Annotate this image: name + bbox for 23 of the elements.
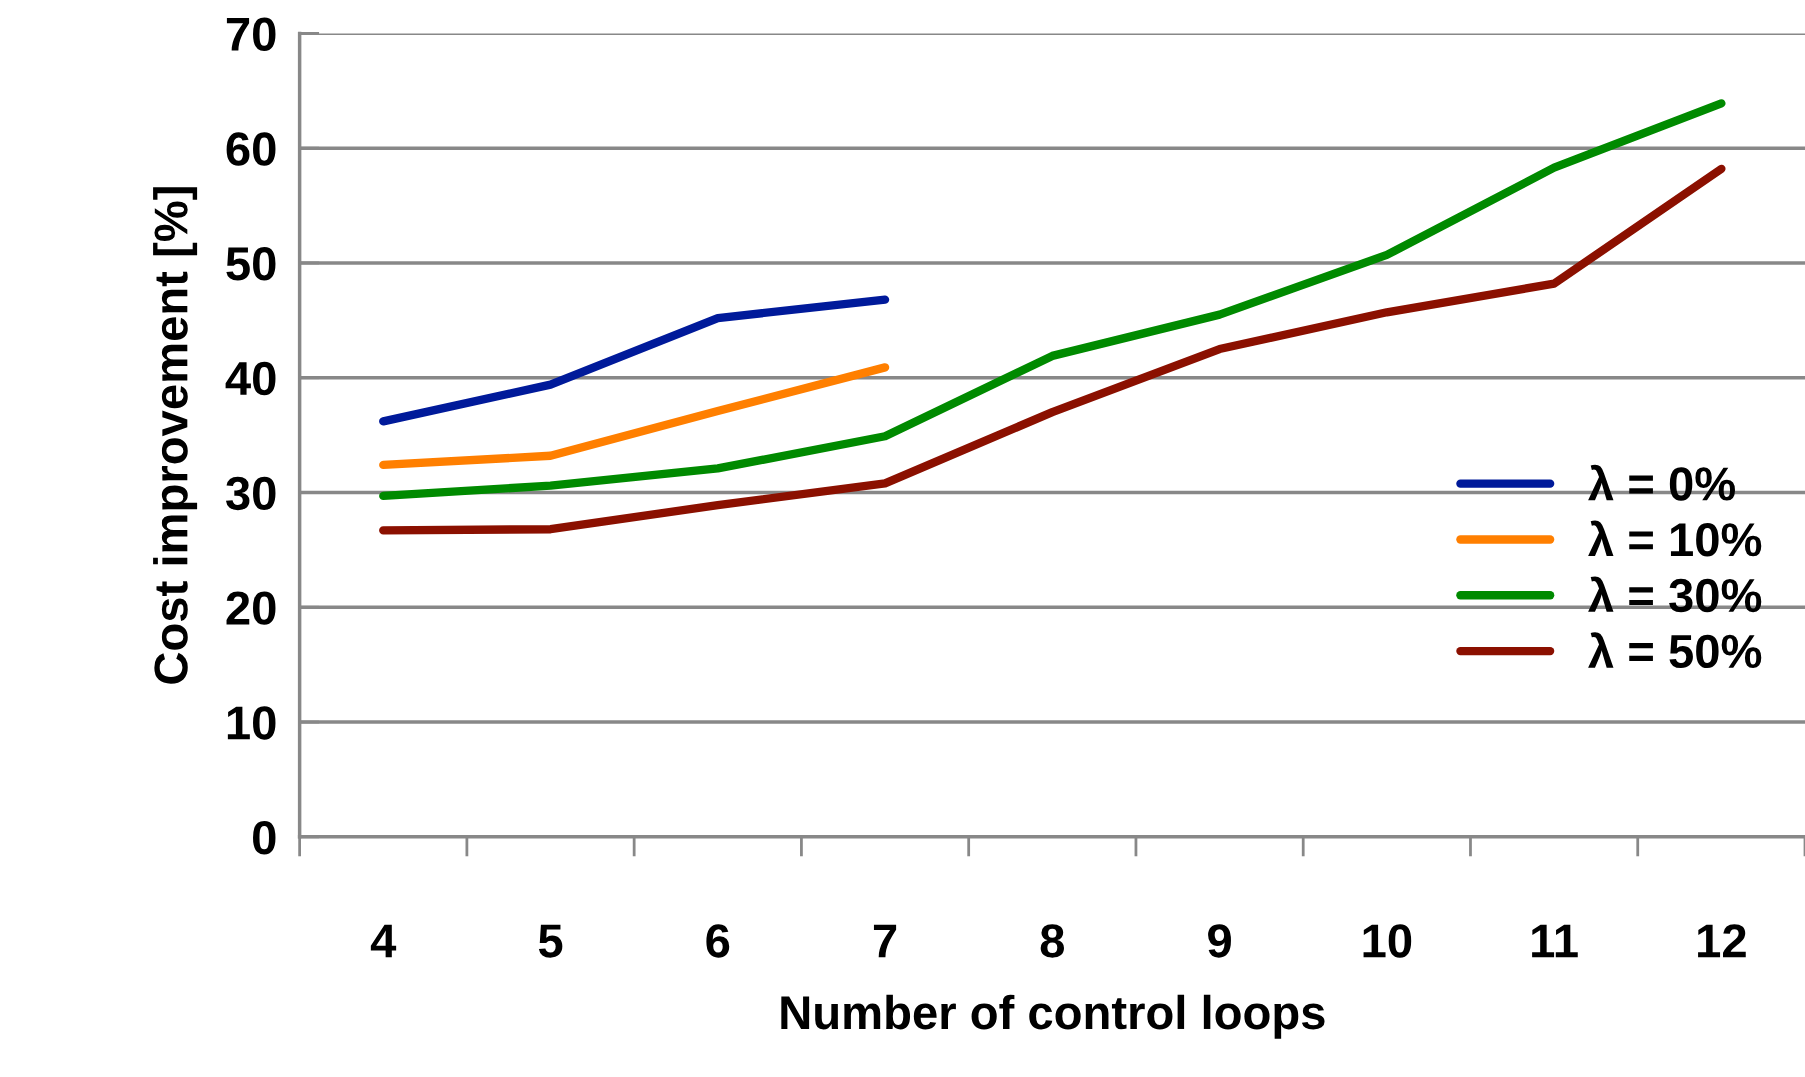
y-tick-label: 60	[226, 132, 276, 166]
x-tick-label: 9	[1208, 924, 1231, 958]
legend-label: λ = 50%	[1588, 632, 1762, 669]
x-tick-label: 6	[706, 924, 730, 958]
legend-label: λ = 30%	[1588, 576, 1762, 613]
y-tick-label: 50	[226, 247, 276, 281]
x-axis-title: Number of control loops	[781, 994, 1325, 1039]
x-tick-label: 8	[1040, 924, 1064, 958]
legend-label: λ = 0%	[1588, 464, 1735, 501]
y-tick-label: 40	[225, 361, 276, 396]
y-axis-title: Cost improvement [%]	[153, 187, 198, 684]
y-tick-label: 10	[227, 706, 276, 740]
x-tick-label: 12	[1698, 924, 1746, 958]
x-tick-label: 5	[538, 924, 563, 958]
y-tick-label: 70	[226, 17, 276, 51]
x-tick-label: 10	[1363, 924, 1412, 958]
y-tick-label: 0	[253, 820, 276, 855]
x-tick-label: 4	[370, 924, 397, 958]
y-tick-label: 20	[226, 591, 276, 625]
x-tick-label: 7	[873, 924, 897, 958]
y-tick-label: 30	[225, 476, 276, 511]
legend-label: λ = 10%	[1588, 520, 1762, 557]
x-tick-label: 11	[1532, 924, 1578, 958]
